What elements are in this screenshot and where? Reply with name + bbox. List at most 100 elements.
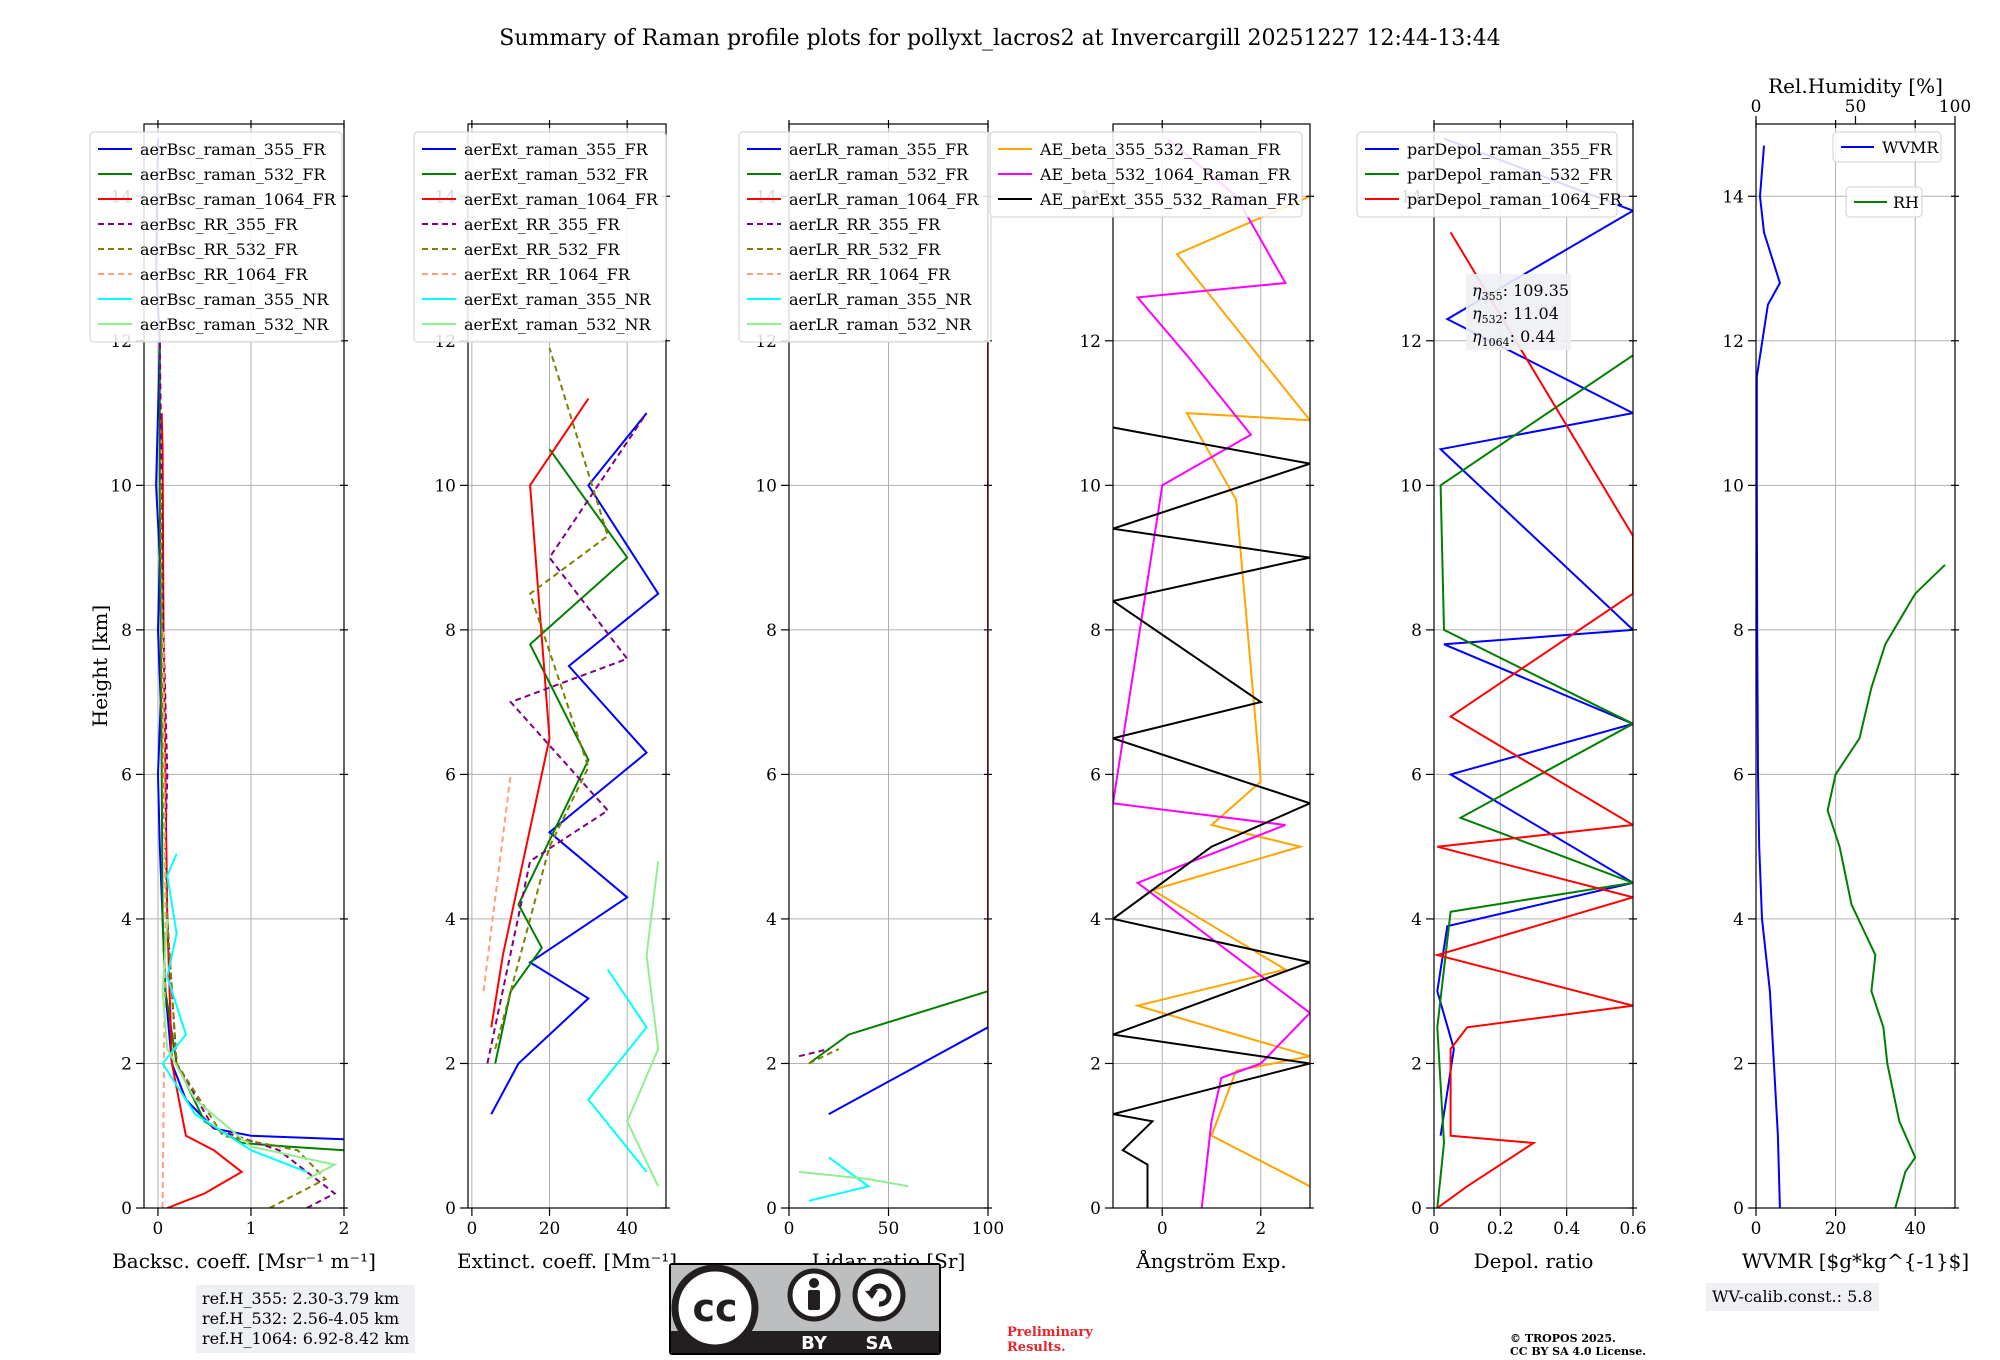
eta-box [1466, 274, 1571, 350]
legend-box [1832, 131, 1942, 163]
cc-glyph: cc [692, 1286, 737, 1330]
x-axis-label-water-vapor: WVMR [$g*kg^{-1}$] [1742, 1249, 1969, 1273]
legend-label: aerBsc_RR_1064_FR [140, 265, 309, 284]
x-tick-label: 100 [972, 1219, 1004, 1239]
y-tick-label: 0 [121, 1199, 132, 1219]
wv-calib-const: WV-calib.const.: 5.8 [1712, 1287, 1873, 1306]
preliminary-results-note: Preliminary Results. [1007, 1325, 1093, 1355]
legend-label: aerLR_raman_532_FR [789, 165, 969, 184]
by-person-body-icon [808, 1290, 820, 1310]
y-tick-label: 4 [1411, 910, 1422, 930]
y-tick-label: 2 [445, 1054, 456, 1074]
by-person-head-icon [809, 1278, 819, 1288]
y-tick-label: 0 [1733, 1199, 1744, 1219]
plot-area-extinction [482, 347, 660, 1187]
x-tick-label: 0.2 [1487, 1219, 1514, 1239]
x-axis-label-depolarization: Depol. ratio [1474, 1249, 1594, 1273]
eta-1064: η1064: 0.44 [1472, 327, 1556, 349]
legend-box [1356, 131, 1618, 218]
x-tick-label: 1 [246, 1219, 257, 1239]
y-tick-label: 4 [1733, 910, 1744, 930]
series-WVMR [1756, 145, 1781, 1208]
sa-arrow-arc-icon [868, 1283, 892, 1307]
y-tick-label: 6 [121, 765, 132, 785]
y-tick-label: 6 [445, 765, 456, 785]
ref-h-1064: ref.H_1064: 6.92-8.42 km [202, 1329, 410, 1348]
reference-height-box: ref.H_355: 2.30-3.79 km ref.H_532: 2.56-… [196, 1285, 416, 1353]
y-tick-label: 2 [1090, 1054, 1101, 1074]
series-aerExt_RR_355_FR [486, 412, 648, 1064]
series-aerBsc_raman_1064_FR [160, 413, 244, 1208]
x-tick-label: 2 [339, 1219, 350, 1239]
legend-label: aerBsc_raman_355_FR [140, 140, 326, 159]
series-AE_beta_355_532_Raman_FR [1133, 195, 1310, 1188]
legend-box [738, 131, 992, 343]
legend-label: aerLR_RR_1064_FR [789, 265, 951, 284]
y-tick-label: 10 [110, 476, 132, 496]
y-tick-label: 12 [1400, 332, 1422, 352]
cc-circle-icon [671, 1264, 759, 1352]
top-axis-tick-label: 100 [1939, 97, 1971, 117]
x-tick-label: 0 [1429, 1219, 1440, 1239]
legend-label: WVMR [1882, 138, 1939, 157]
legend-label: aerLR_raman_355_FR [789, 140, 969, 159]
legend-extinction: aerExt_raman_355_FR aerExt_raman_532_FRae… [413, 131, 667, 343]
y-tick-label: 10 [1400, 476, 1422, 496]
series-aerExt_raman_532_NR [626, 860, 660, 1187]
legend-label: aerBsc_RR_355_FR [140, 215, 298, 234]
series-aerBsc_raman_355_NR [161, 853, 308, 1173]
series-aerExt_RR_532_FR [494, 347, 609, 1050]
copyright-line-1: © TROPOS 2025. [1510, 1332, 1616, 1345]
y-tick-label: 4 [1090, 910, 1101, 930]
y-tick-label: 0 [445, 1199, 456, 1219]
plot-area-lidar-ratio [798, 131, 988, 1202]
panel-frame [1433, 123, 1634, 1209]
sa-label: SA [866, 1333, 893, 1354]
series-aerExt_RR_1064_FR [482, 774, 512, 992]
panel-lidar-ratio: 02468101214050100Lidar ratio [Sr]aerLR_r… [738, 120, 1004, 1273]
panel-frame [1112, 123, 1311, 1209]
y-tick-label: 4 [121, 910, 132, 930]
y-tick-label: 6 [766, 765, 777, 785]
x-tick-label: 40 [616, 1219, 638, 1239]
plot-area-water-vapor [1756, 145, 1946, 1208]
legend-label: parDepol_raman_532_FR [1407, 165, 1613, 184]
series-aerLR_raman_355_FR [828, 131, 988, 1115]
series-aerLR_raman_532_NR [798, 1170, 909, 1188]
y-tick-label: 10 [755, 476, 777, 496]
legend-box [989, 131, 1303, 218]
legend-label: aerExt_RR_355_FR [464, 215, 621, 234]
y-tick-label: 0 [766, 1199, 777, 1219]
series-AE_parExt_355_532_Raman_FR [1113, 426, 1310, 1208]
plot-area-angstrom [1113, 137, 1310, 1208]
y-tick-label: 12 [1722, 332, 1744, 352]
series-aerBsc_raman_355_FR [155, 138, 344, 1141]
top-axis-label: Rel.Humidity [%] [1768, 74, 1943, 98]
series-aerExt_raman_355_NR [587, 968, 648, 1173]
series-parDepol_raman_532_FR [1436, 354, 1633, 1208]
series-aerLR_raman_532_FR [808, 990, 988, 1065]
series-aerLR_RR_355_FR [798, 1048, 830, 1058]
series-RH [1826, 564, 1946, 1208]
legend-label: aerExt_RR_1064_FR [464, 265, 631, 284]
legend-rh: RH [1845, 186, 1923, 218]
legend-wvmr: WVMR [1832, 131, 1942, 163]
y-tick-label: 6 [1411, 765, 1422, 785]
y-tick-label: 8 [121, 621, 132, 641]
x-tick-label: 0 [784, 1219, 795, 1239]
legend-label: aerLR_RR_532_FR [789, 240, 941, 259]
y-tick-label: 14 [1722, 187, 1744, 207]
series-AE_beta_532_1064_Raman_FR [1113, 137, 1310, 1208]
preliminary-line-2: Results. [1007, 1340, 1066, 1355]
x-tick-label: 20 [1825, 1219, 1847, 1239]
y-tick-label: 2 [121, 1054, 132, 1074]
x-tick-label: 0 [153, 1219, 164, 1239]
y-tick-label: 10 [1722, 476, 1744, 496]
panel-backscatter: 02468101214012Backsc. coeff. [Msr⁻¹ m⁻¹]… [89, 120, 376, 1273]
x-axis-label-angstrom: Ångström Exp. [1135, 1248, 1286, 1273]
x-tick-label: 0 [1157, 1219, 1168, 1239]
legend-label: aerLR_raman_355_NR [789, 290, 972, 309]
